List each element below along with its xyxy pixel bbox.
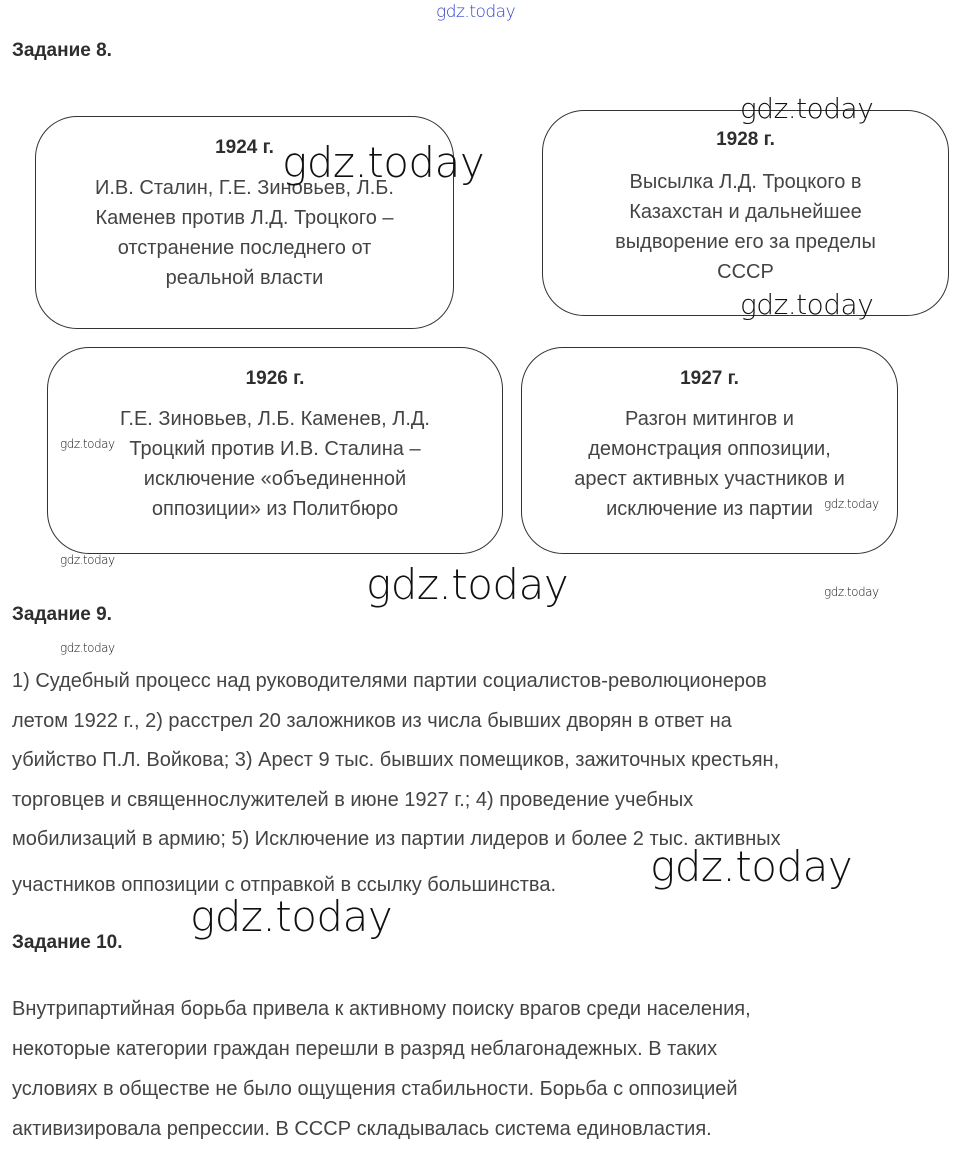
box-year: 1924 г. — [215, 137, 274, 158]
watermark: gdz.today — [740, 92, 874, 125]
task10-heading: Задание 10. — [12, 932, 123, 953]
timeline-box-1926: 1926 г. Г.Е. Зиновьев, Л.Б. Каменев, Л.Д… — [47, 347, 503, 554]
watermark: gdz.today — [282, 138, 485, 187]
box-line: реальной власти — [165, 267, 324, 289]
task9-heading: Задание 9. — [12, 604, 112, 625]
box-line: демонстрация оппозиции, — [588, 438, 831, 460]
box-line: Каменев против Л.Д. Троцкого – — [95, 207, 394, 229]
watermark: gdz.today — [60, 641, 115, 655]
timeline-box-1927: 1927 г. Разгон митингов и демонстрация о… — [521, 347, 898, 554]
box-year: 1926 г. — [245, 368, 305, 389]
timeline-box-1928: 1928 г. Высылка Л.Д. Троцкого в Казахста… — [542, 110, 949, 316]
watermark: gdz.today — [60, 437, 115, 451]
task8-heading: Задание 8. — [12, 40, 112, 61]
box-text: Разгон митингов и демонстрация оппозиции… — [522, 404, 897, 524]
box-line: исключение из партии — [606, 498, 813, 520]
text-line: убийство П.Л. Войкова; 3) Арест 9 тыс. б… — [12, 749, 780, 771]
box-text: Высылка Л.Д. Троцкого в Казахстан и даль… — [543, 167, 948, 287]
watermark: gdz.today — [366, 560, 569, 609]
text-line: мобилизаций в армию; 5) Исключение из па… — [12, 828, 781, 850]
box-line: оппозиции» из Политбюро — [151, 498, 399, 520]
box-year: 1927 г. — [680, 368, 739, 389]
box-line: И.В. Сталин, Г.Е. Зиновьев, Л.Б. — [95, 177, 394, 199]
text-line: некоторые категории граждан перешли в ра… — [12, 1038, 718, 1060]
text-line: Внутрипартийная борьба привела к активно… — [12, 998, 751, 1020]
box-line: Троцкий против И.В. Сталина – — [129, 438, 421, 460]
watermark: gdz.today — [650, 842, 853, 891]
text-line: торговцев и священнослужителей в июне 19… — [12, 788, 694, 811]
text-line: 1) Судебный процесс над руководителями п… — [12, 670, 767, 692]
task9-answer: 1) Судебный процесс над руководителями п… — [12, 662, 781, 905]
box-line: исключение «объединенной — [143, 468, 407, 490]
watermark: gdz.today — [824, 497, 879, 511]
box-line: выдворение его за пределы — [615, 231, 876, 253]
watermark: gdz.today — [436, 2, 516, 22]
watermark: gdz.today — [740, 288, 874, 321]
box-line: арест активных участников и — [574, 468, 845, 490]
watermark: gdz.today — [824, 585, 879, 599]
box-line: СССР — [717, 261, 774, 283]
text-line: летом 1922 г., 2) расстрел 20 заложников… — [12, 709, 732, 732]
box-line: Казахстан и дальнейшее — [629, 201, 862, 223]
box-line: Высылка Л.Д. Троцкого в — [629, 171, 862, 193]
watermark: gdz.today — [60, 553, 115, 567]
box-line: отстранение последнего от — [117, 237, 372, 259]
text-line: активизировала репрессии. В СССР складыв… — [12, 1118, 712, 1140]
box-line: Разгон митингов и — [625, 408, 794, 430]
watermark: gdz.today — [190, 892, 393, 941]
box-line: Г.Е. Зиновьев, Л.Б. Каменев, Л.Д. — [120, 408, 430, 430]
text-line: участников оппозиции с отправкой в ссылк… — [12, 873, 556, 896]
text-line: условиях в обществе не было ощущения ста… — [12, 1078, 738, 1100]
box-text: И.В. Сталин, Г.Е. Зиновьев, Л.Б. Каменев… — [36, 173, 453, 293]
box-text: Г.Е. Зиновьев, Л.Б. Каменев, Л.Д. Троцки… — [48, 404, 502, 524]
task10-answer: Внутрипартийная борьба привела к активно… — [12, 989, 751, 1149]
box-year: 1928 г. — [716, 129, 775, 150]
timeline-box-1924: 1924 г. И.В. Сталин, Г.Е. Зиновьев, Л.Б.… — [35, 116, 454, 329]
